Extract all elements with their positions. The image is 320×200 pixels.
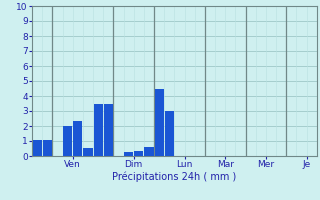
Bar xyxy=(144,147,154,156)
Bar xyxy=(155,88,164,156)
Bar xyxy=(134,151,143,156)
X-axis label: Précipitations 24h ( mm ): Précipitations 24h ( mm ) xyxy=(112,172,236,182)
Bar xyxy=(93,104,103,156)
Bar xyxy=(124,152,133,156)
Bar xyxy=(73,121,82,156)
Bar xyxy=(84,148,92,156)
Bar xyxy=(33,140,42,156)
Bar xyxy=(165,111,174,156)
Bar xyxy=(104,104,113,156)
Bar xyxy=(63,126,72,156)
Bar xyxy=(43,140,52,156)
